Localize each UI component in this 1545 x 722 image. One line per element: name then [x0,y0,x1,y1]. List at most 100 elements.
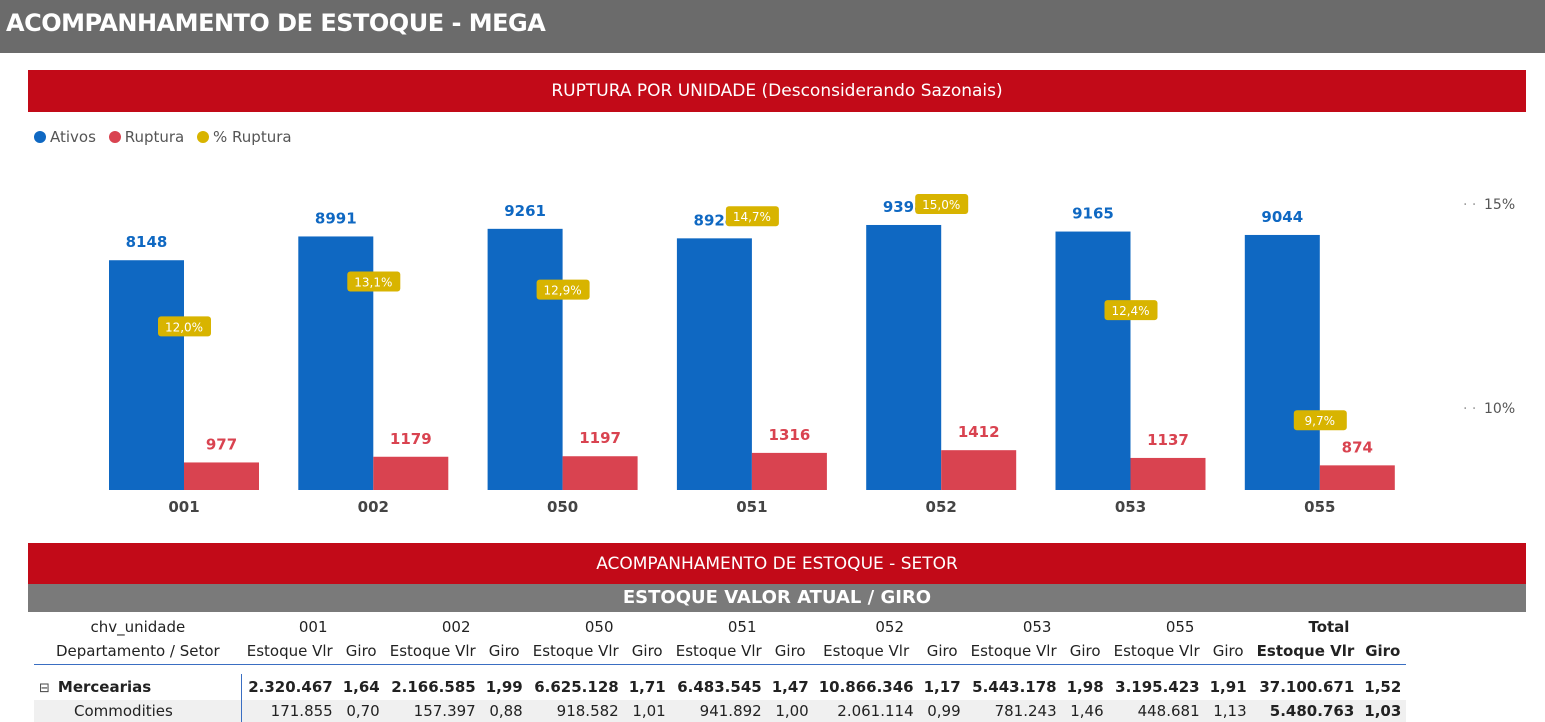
unit-header[interactable]: 050 [584,618,614,636]
collapse-icon[interactable]: ⊟ [39,681,50,696]
axis-dots: · · [1463,401,1476,417]
col-estoque-vlr[interactable]: Estoque Vlr [813,639,919,665]
col-giro[interactable]: Giro [1204,639,1252,665]
data-label-ativos: 8991 [315,209,357,227]
spacer-row [34,664,1406,674]
bar-ativos[interactable] [487,228,563,491]
data-label-ruptura: 977 [206,435,237,453]
ruptura-chart[interactable]: · · 15% · · 10% 8148 977 001 12,0% 8991 1179 002 13… [0,150,1545,520]
data-label-ruptura: 1316 [769,426,811,444]
legend-dot-icon [34,131,46,143]
col-estoque-vlr[interactable]: Estoque Vlr [1108,639,1205,665]
bar-ativos[interactable] [1055,231,1131,490]
cell: 2.320.467 [241,674,338,700]
matrix-header-units: chv_unidade 001 002 050 051 052 053 055 … [34,615,1406,639]
bar-ruptura[interactable] [184,462,259,490]
bar-ruptura[interactable] [562,456,638,490]
data-label-ruptura: 874 [1342,438,1373,456]
unit-header[interactable]: 001 [298,618,328,636]
category-label: 001 [168,498,199,516]
category-label: 050 [547,498,578,516]
bar-ruptura[interactable] [1319,465,1395,490]
secondary-axis-tick: 15% [1484,197,1515,213]
bar-ruptura[interactable] [751,452,827,490]
col-estoque-vlr[interactable]: Estoque Vlr [384,639,481,665]
col-estoque-vlr[interactable]: Estoque Vlr [670,639,767,665]
table-subtitle: ESTOQUE VALOR ATUAL / GIRO [28,584,1526,612]
cell: 1,13 [1204,700,1252,722]
cell: 6.483.545 [677,678,762,696]
category-label: 053 [1115,498,1146,516]
pct-ruptura-label: 15,0% [922,198,960,212]
col-estoque-vlr[interactable]: Estoque Vlr [965,639,1062,665]
col-giro[interactable]: Giro [337,639,385,665]
pct-marker [1104,300,1158,321]
page-header: ACOMPANHAMENTO DE ESTOQUE - MEGA [0,0,1545,53]
data-label-ativos: 9165 [1072,205,1114,223]
unit-header[interactable]: 052 [875,618,904,636]
col-total-giro[interactable]: Giro [1359,639,1407,665]
bar-ruptura[interactable] [1130,457,1206,490]
estoque-matrix[interactable]: chv_unidade 001 002 050 051 052 053 055 … [34,615,1407,722]
legend-item-ruptura[interactable]: Ruptura [108,128,189,146]
category-label: 002 [358,498,389,516]
table-row-commodities[interactable]: Commodities 171.855 0,70 157.397 0,88 918.… [34,700,1407,722]
axis-dots: · · [1463,197,1476,213]
cell: 448.681 [1108,700,1205,722]
col-giro[interactable]: Giro [480,639,528,665]
row-header-departamento[interactable]: Departamento / Setor [34,639,242,665]
col-giro[interactable]: Giro [918,639,966,665]
cell: 10.866.346 [818,678,914,696]
matrix-header-columns: Departamento / Setor Estoque Vlr Giro Est… [34,639,1407,665]
data-label-ativos: 9044 [1261,208,1303,226]
data-label-ruptura: 1412 [958,423,1000,441]
col-estoque-vlr[interactable]: Estoque Vlr [527,639,624,665]
unit-header[interactable]: 002 [441,618,471,636]
pct-marker [347,271,401,292]
bar-ruptura[interactable] [941,450,1017,490]
secondary-axis-tick: 10% [1484,401,1515,417]
legend-dot-icon [108,131,121,143]
legend-item-pct-ruptura[interactable]: % Ruptura [197,128,296,146]
cell: 1,52 [1364,678,1402,696]
bar-ativos[interactable] [1244,234,1320,490]
cell: 1,03 [1359,700,1407,722]
data-label-ativos: 9261 [504,202,546,220]
legend-item-ativos[interactable]: Ativos [34,128,100,146]
table-row-mercearias[interactable]: ⊟ Mercearias 2.320.467 1,64 2.166.585 1,99 … [34,674,1406,700]
chart-legend[interactable]: Ativos Ruptura % Ruptura [34,128,300,146]
data-label-ruptura: 1197 [579,429,621,447]
cell: 2.061.114 [813,700,919,722]
cell: 6.625.128 [534,678,619,696]
pct-marker [158,316,211,337]
bar-ativos[interactable] [676,238,752,490]
unit-header[interactable]: 055 [1165,618,1195,636]
pct-ruptura-label: 12,0% [165,320,203,334]
col-giro[interactable]: Giro [766,639,814,665]
row-label: ⊟ Mercearias [39,678,152,696]
cell: 0,88 [480,700,528,722]
bar-ruptura[interactable] [373,456,449,490]
unit-header[interactable]: 051 [727,618,757,636]
category-label: 052 [926,498,957,516]
category-label: 051 [736,498,767,516]
section-setor-title: ACOMPANHAMENTO DE ESTOQUE - SETOR [28,543,1526,585]
pct-ruptura-label: 12,4% [1111,304,1149,318]
pct-ruptura-label: 12,9% [544,284,582,298]
col-giro[interactable]: Giro [623,639,671,665]
col-total-estoque-vlr[interactable]: Estoque Vlr [1251,639,1360,665]
cell: 941.892 [670,700,767,722]
cell: 1,17 [923,678,961,696]
row-header-unidade: chv_unidade [90,618,186,636]
cell: 0,99 [918,700,966,722]
cell: 1,91 [1209,678,1247,696]
cell: 1,46 [1061,700,1109,722]
col-giro[interactable]: Giro [1061,639,1109,665]
total-header[interactable]: Total [1308,618,1350,636]
row-label: Commodities [34,700,242,722]
bar-ativos[interactable] [109,260,184,490]
bar-ativos[interactable] [866,224,942,490]
unit-header[interactable]: 053 [1022,618,1052,636]
pct-marker [725,206,779,227]
col-estoque-vlr[interactable]: Estoque Vlr [241,639,338,665]
